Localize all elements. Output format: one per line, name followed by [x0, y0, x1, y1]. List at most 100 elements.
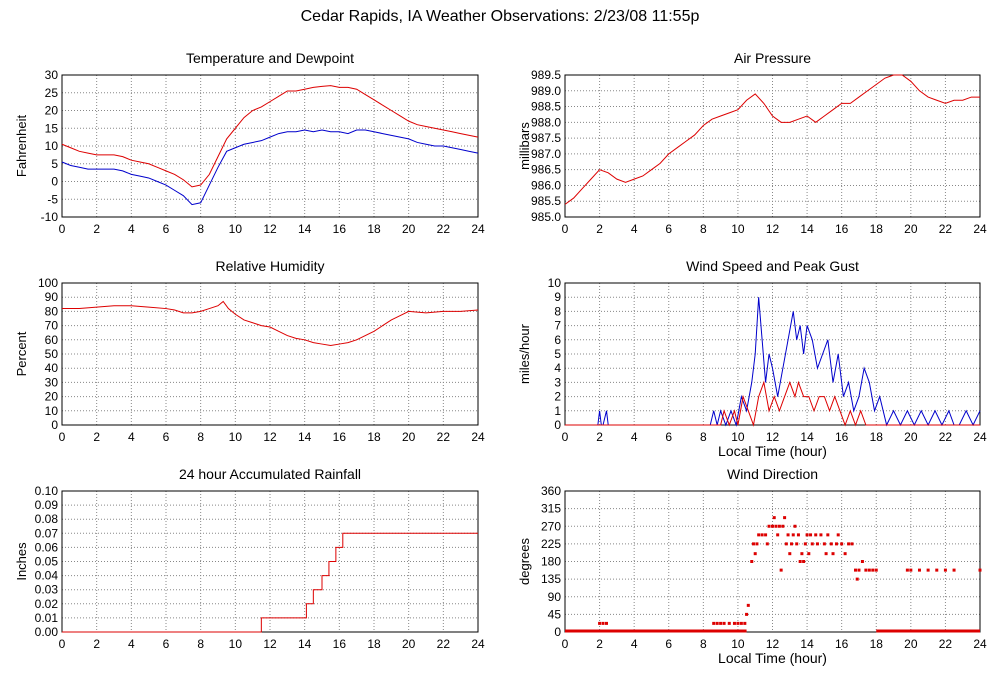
- pressure-series-line: [564, 74, 980, 205]
- winddir-point: [746, 603, 750, 607]
- pressure-title: Air Pressure: [734, 50, 811, 66]
- winddir-xtick-label: 24: [973, 637, 987, 651]
- rain-xtick-label: 0: [59, 637, 66, 651]
- rh-ytick-label: 100: [38, 276, 58, 290]
- winddir-xtick-label: 2: [596, 637, 603, 651]
- winddir-point: [857, 568, 861, 572]
- wind-title: Wind Speed and Peak Gust: [686, 258, 859, 274]
- temp-title: Temperature and Dewpoint: [186, 50, 354, 66]
- pressure-xtick-label: 4: [631, 222, 638, 236]
- pressure-xtick-label: 24: [973, 222, 987, 236]
- temp-ytick-label: 15: [45, 121, 59, 135]
- winddir-xtick-label: 22: [939, 637, 953, 651]
- winddir-point: [803, 542, 807, 546]
- winddir-point: [829, 542, 833, 546]
- pressure-ylabel: millibars: [517, 122, 532, 170]
- rh-xtick-label: 0: [59, 430, 66, 444]
- winddir-ytick-label: 0: [554, 625, 561, 639]
- wind-xtick-label: 12: [766, 430, 780, 444]
- wind-xtick-label: 22: [939, 430, 953, 444]
- rain-xtick-label: 6: [163, 637, 170, 651]
- winddir-point: [771, 524, 774, 528]
- winddir-point: [779, 568, 783, 572]
- winddir-point: [743, 621, 747, 625]
- pressure-ytick-label: 987.0: [531, 147, 561, 161]
- temp-ytick-label: 30: [45, 68, 59, 82]
- winddir-point: [755, 542, 759, 546]
- wind-ytick-label: 1: [554, 404, 561, 418]
- temp-ytick-label: 20: [45, 104, 59, 118]
- wind-xtick-label: 24: [973, 430, 987, 444]
- winddir-point: [847, 542, 851, 546]
- wind-ytick-label: 9: [554, 290, 561, 304]
- wind-xtick-label: 18: [870, 430, 884, 444]
- winddir-point: [790, 542, 794, 546]
- wind-ytick-label: 3: [554, 375, 561, 389]
- pressure-ytick-label: 986.0: [531, 178, 561, 192]
- winddir-point: [860, 560, 864, 563]
- winddir-point: [800, 552, 804, 556]
- temp-xtick-label: 6: [163, 222, 170, 236]
- rh-xtick-label: 6: [163, 430, 170, 444]
- winddir-point: [751, 542, 755, 546]
- winddir-point: [871, 568, 875, 572]
- rh-ytick-label: 30: [45, 375, 59, 389]
- winddir-point: [777, 524, 781, 528]
- pressure-xtick-label: 14: [800, 222, 814, 236]
- winddir-point: [867, 568, 871, 572]
- rain-xtick-label: 10: [229, 637, 243, 651]
- pressure-ytick-label: 988.0: [531, 115, 561, 129]
- pressure-xtick-label: 10: [731, 222, 745, 236]
- winddir-ytick-label: 360: [541, 484, 561, 498]
- temp-xtick-label: 12: [263, 222, 277, 236]
- pressure-ytick-label: 989.0: [531, 84, 561, 98]
- rh-ytick-label: 10: [45, 404, 59, 418]
- winddir-point: [781, 524, 785, 528]
- temp-xtick-label: 24: [471, 222, 485, 236]
- winddir-xtick-label: 0: [562, 637, 569, 651]
- winddir-point: [943, 568, 947, 572]
- wind-ytick-label: 0: [554, 418, 561, 432]
- rh-xtick-label: 12: [263, 430, 277, 444]
- pressure-ytick-label: 987.5: [531, 131, 561, 145]
- winddir-point: [814, 533, 818, 537]
- winddir-point: [727, 621, 731, 625]
- rain-ytick-label: 0.08: [35, 512, 59, 526]
- rain-ytick-label: 0.10: [35, 484, 59, 498]
- winddir-point: [854, 568, 857, 572]
- rain-title: 24 hour Accumulated Rainfall: [179, 466, 361, 482]
- winddir-point: [805, 533, 809, 537]
- rain-ytick-label: 0.06: [35, 540, 59, 554]
- winddir-point: [745, 612, 749, 616]
- winddir-ytick-label: 135: [541, 572, 561, 586]
- winddir-point: [739, 621, 743, 625]
- winddir-xtick-label: 16: [835, 637, 849, 651]
- pressure-xtick-label: 16: [835, 222, 849, 236]
- pressure-xtick-label: 18: [870, 222, 884, 236]
- winddir-xlabel: Local Time (hour): [718, 650, 827, 666]
- pressure-ytick-label: 988.5: [531, 100, 561, 114]
- winddir-xtick-label: 14: [800, 637, 814, 651]
- winddir-point: [786, 533, 790, 537]
- winddir-point: [935, 568, 939, 572]
- pressure-xtick-label: 6: [665, 222, 672, 236]
- winddir-point: [909, 568, 913, 572]
- rh-xtick-label: 10: [229, 430, 243, 444]
- rain-ytick-label: 0.00: [35, 625, 59, 639]
- pressure-xtick-label: 2: [596, 222, 603, 236]
- pressure-frame: [564, 74, 981, 218]
- rain-ytick-label: 0.03: [35, 583, 59, 597]
- pressure-ytick-label: 986.5: [531, 163, 561, 177]
- pressure-ytick-label: 989.5: [531, 68, 561, 82]
- winddir-point: [815, 542, 819, 546]
- rh-ytick-label: 70: [45, 319, 59, 333]
- wind-xlabel: Local Time (hour): [718, 443, 827, 459]
- winddir-xtick-label: 20: [904, 637, 918, 651]
- wind-ytick-label: 2: [554, 390, 561, 404]
- winddir-point: [715, 621, 719, 625]
- winddir-point: [864, 568, 868, 572]
- temp-series-line: [61, 85, 479, 188]
- winddir-point: [810, 542, 814, 546]
- winddir-point: [783, 516, 787, 520]
